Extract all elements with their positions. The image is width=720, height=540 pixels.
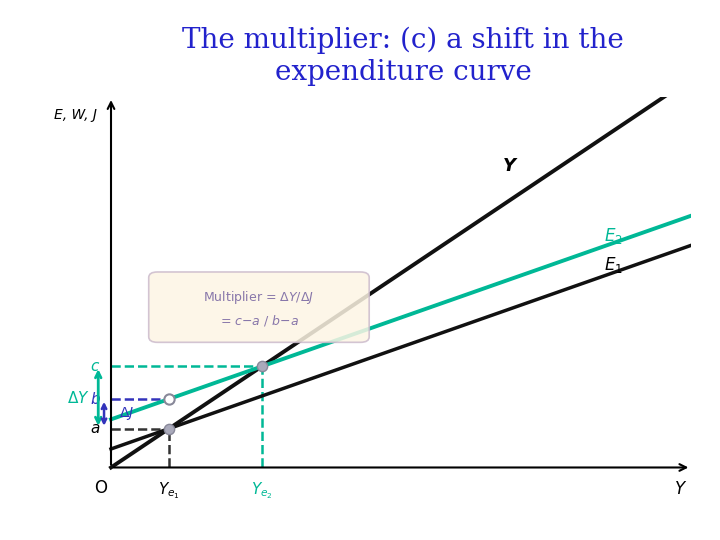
Text: Y: Y: [503, 157, 516, 176]
Text: E, W, J: E, W, J: [53, 109, 96, 122]
Text: $a$: $a$: [90, 421, 101, 436]
Text: = $c$$-$$a$ / $b$$-$$a$: = $c$$-$$a$ / $b$$-$$a$: [220, 313, 298, 328]
Text: $c$: $c$: [91, 359, 101, 374]
Text: O: O: [94, 480, 107, 497]
Text: $E_1$: $E_1$: [604, 255, 623, 275]
Text: $E_2$: $E_2$: [604, 226, 623, 246]
Text: $Y_{e_1}$: $Y_{e_1}$: [158, 481, 180, 501]
Text: Multiplier = $\Delta Y$/$\Delta J$: Multiplier = $\Delta Y$/$\Delta J$: [204, 288, 315, 306]
Text: $\Delta Y$: $\Delta Y$: [66, 389, 89, 406]
Text: Y: Y: [675, 481, 685, 498]
Text: $\Delta J$: $\Delta J$: [119, 406, 134, 422]
Point: [256, 362, 268, 371]
Point: [163, 395, 175, 403]
Text: $Y_{e_2}$: $Y_{e_2}$: [251, 481, 273, 501]
Text: $b$: $b$: [89, 391, 101, 407]
Text: The multiplier: (c) a shift in the
expenditure curve: The multiplier: (c) a shift in the expen…: [182, 27, 624, 85]
Point: [163, 424, 175, 433]
FancyBboxPatch shape: [149, 272, 369, 342]
